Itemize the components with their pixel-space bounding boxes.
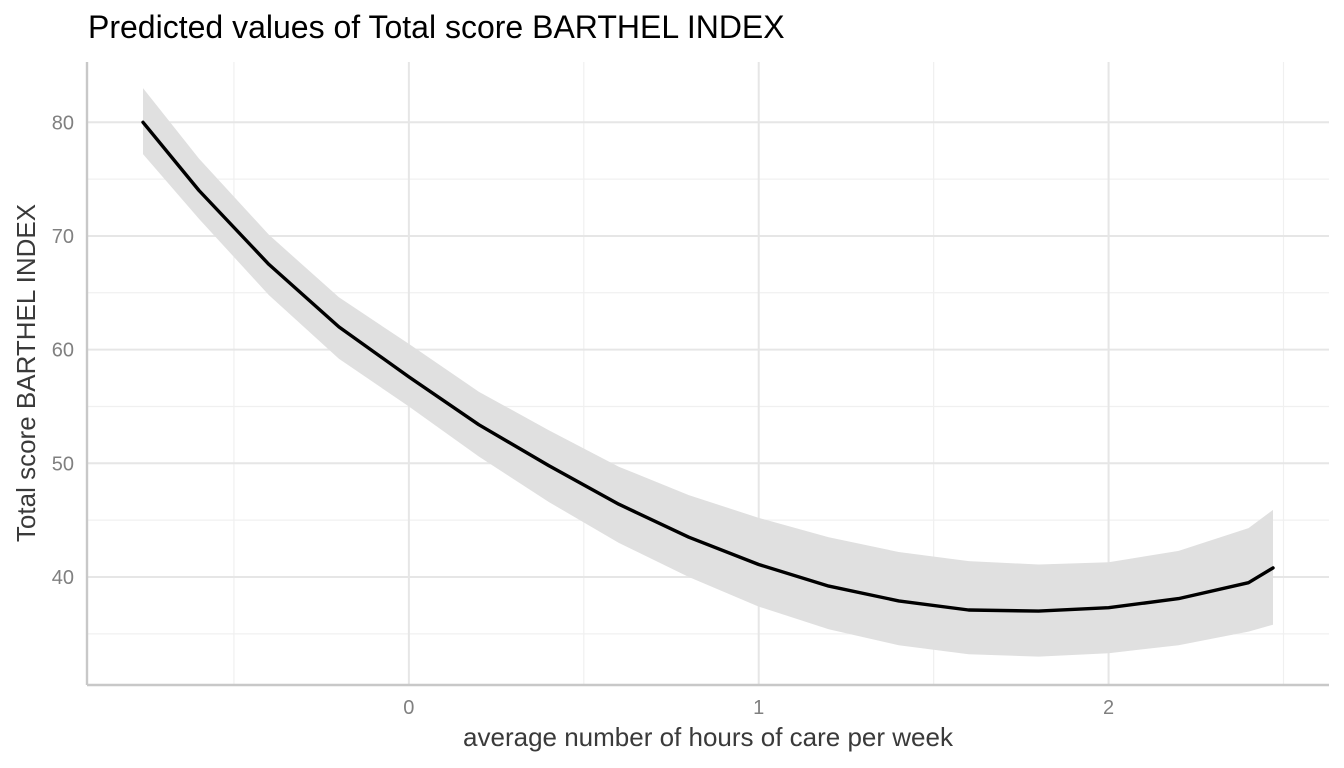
x-tick-label: 0 — [403, 697, 414, 719]
prediction-line-layer — [141, 120, 1275, 613]
y-axis-title: Total score BARTHEL INDEX — [11, 204, 41, 542]
confidence-band — [143, 88, 1273, 657]
x-tick-labels: 0 1 2 — [403, 697, 1114, 719]
prediction-line — [141, 120, 1275, 613]
y-tick-label: 50 — [52, 453, 74, 475]
x-tick-label: 2 — [1103, 697, 1114, 719]
x-axis-title: average number of hours of care per week — [463, 722, 954, 752]
y-tick-label: 70 — [52, 226, 74, 248]
y-tick-labels: 40 50 60 70 80 — [52, 112, 74, 589]
confidence-band-layer — [143, 88, 1273, 657]
y-tick-label: 60 — [52, 340, 74, 362]
y-tick-label: 40 — [52, 567, 74, 589]
y-tick-label: 80 — [52, 112, 74, 134]
chart-title: Predicted values of Total score BARTHEL … — [88, 9, 785, 45]
x-tick-label: 1 — [753, 697, 764, 719]
